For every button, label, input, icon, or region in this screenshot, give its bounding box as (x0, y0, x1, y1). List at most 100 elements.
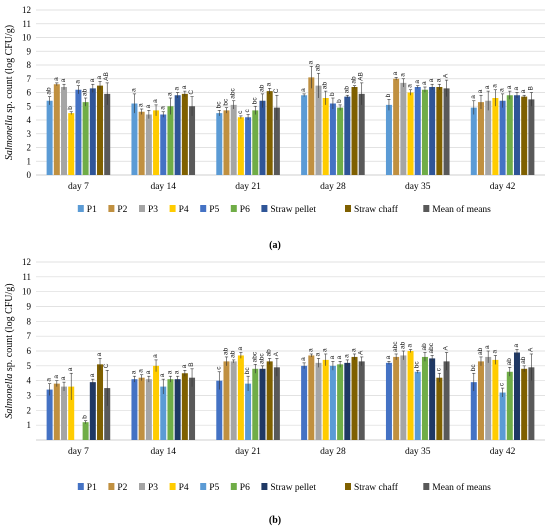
bar-p6 (506, 371, 513, 440)
bar-mean-of-means (273, 367, 280, 440)
bar-p2 (477, 102, 484, 175)
y-tick-label: 4 (27, 376, 32, 386)
significance-label: a (152, 99, 159, 103)
legend-entry: P3 (148, 483, 158, 493)
bar-p2 (308, 355, 315, 440)
significance-label: bc (244, 367, 251, 375)
bar-p5 (499, 100, 506, 175)
bar-straw-pellet (174, 379, 181, 440)
bar-straw-chaff (351, 356, 358, 440)
y-axis-label-genus: Salmonella (4, 115, 15, 160)
significance-label: a (329, 355, 336, 359)
bar-p1 (301, 365, 308, 440)
bar-straw-chaff (97, 85, 104, 175)
significance-label: c (244, 109, 251, 113)
bar-p2 (393, 78, 400, 175)
bar-straw-pellet (89, 88, 96, 175)
y-tick-label: 10 (22, 33, 32, 43)
significance-label: ab (222, 347, 229, 355)
significance-label: a (484, 85, 491, 89)
legend-entry: P6 (240, 205, 250, 215)
y-tick-label: 9 (27, 46, 32, 56)
bar-p2 (53, 383, 60, 440)
significance-label: abc (251, 351, 258, 362)
y-axis-label: Salmonella sp. count (log CFU/g) (4, 25, 15, 160)
y-tick-label: 6 (27, 88, 32, 98)
x-category-label: day 14 (150, 447, 176, 457)
bar-straw-pellet (429, 87, 436, 175)
bar-p6 (252, 110, 259, 175)
significance-label: a (385, 355, 392, 359)
legend: P1 P2 P3 P4 P5 P6 Straw pellet Straw chaff Mean … (77, 204, 491, 215)
significance-label: abc (392, 341, 399, 352)
y-tick-label: 1 (27, 420, 32, 430)
bar-straw-chaff (521, 96, 528, 175)
legend-entry: Mean of means (432, 204, 491, 215)
significance-label: bc (470, 364, 477, 372)
bar-straw-pellet (89, 382, 96, 440)
significance-label: AB (103, 72, 110, 81)
significance-label: abc (230, 88, 237, 99)
legend-swatch (261, 483, 268, 490)
bar-p4 (322, 98, 329, 175)
bar-p4 (492, 98, 499, 175)
bar-p6 (421, 356, 428, 440)
legend-entry: Straw pellet (270, 483, 316, 493)
significance-label: a (60, 78, 67, 82)
legend-swatch (77, 483, 84, 490)
significance-label: ab (46, 87, 53, 95)
bar-p1 (470, 107, 477, 175)
bar-p4 (237, 355, 244, 440)
significance-label: ab (266, 349, 273, 357)
x-category-label: day 28 (320, 447, 346, 457)
x-category-label: day 21 (235, 447, 261, 457)
significance-label: a (181, 364, 188, 368)
legend-entry: Mean of means (432, 482, 491, 493)
bar-p4 (153, 365, 160, 440)
significance-label: a (491, 84, 498, 88)
bar-p3 (145, 379, 152, 440)
significance-label: a (513, 87, 520, 91)
bar-p1 (46, 389, 53, 440)
legend-swatch (169, 205, 176, 212)
significance-label: a (484, 345, 491, 349)
bar-p4 (68, 386, 75, 440)
significance-label: a (53, 375, 60, 379)
legend-swatch (169, 483, 176, 490)
bar-p1 (131, 103, 138, 175)
bar-straw-pellet (429, 358, 436, 440)
bar-p6 (167, 379, 174, 440)
significance-label: a (477, 89, 484, 93)
x-category-label: day 35 (405, 182, 431, 192)
significance-label: a (506, 85, 513, 89)
significance-label: a (435, 78, 442, 82)
bar-p6 (82, 422, 89, 440)
significance-label: a (174, 87, 181, 91)
bar-p4 (407, 351, 414, 440)
significance-label: bc (222, 98, 229, 106)
bar-p5 (75, 89, 82, 175)
legend-swatch (108, 483, 115, 490)
significance-label: a (174, 370, 181, 374)
significance-label: c (215, 366, 222, 370)
bar-p2 (393, 356, 400, 440)
legend-swatch (108, 205, 115, 212)
significance-label: A (273, 351, 280, 356)
bar-p6 (82, 102, 89, 175)
y-tick-label: 6 (27, 346, 32, 356)
significance-label: ab (520, 356, 527, 364)
bar-p6 (421, 89, 428, 175)
bar-straw-pellet (259, 368, 266, 440)
bar-p2 (53, 84, 60, 175)
bar-p5 (160, 114, 167, 175)
significance-label: a (181, 85, 188, 89)
significance-label: a (414, 80, 421, 84)
bar-p5 (499, 392, 506, 440)
legend-entry: P3 (148, 205, 158, 215)
significance-label: a (53, 77, 60, 81)
y-tick-label: 3 (27, 391, 32, 401)
bar-p5 (245, 117, 252, 175)
legend-swatch (423, 205, 430, 212)
significance-label: a (96, 352, 103, 356)
y-tick-label: 2 (27, 143, 32, 153)
